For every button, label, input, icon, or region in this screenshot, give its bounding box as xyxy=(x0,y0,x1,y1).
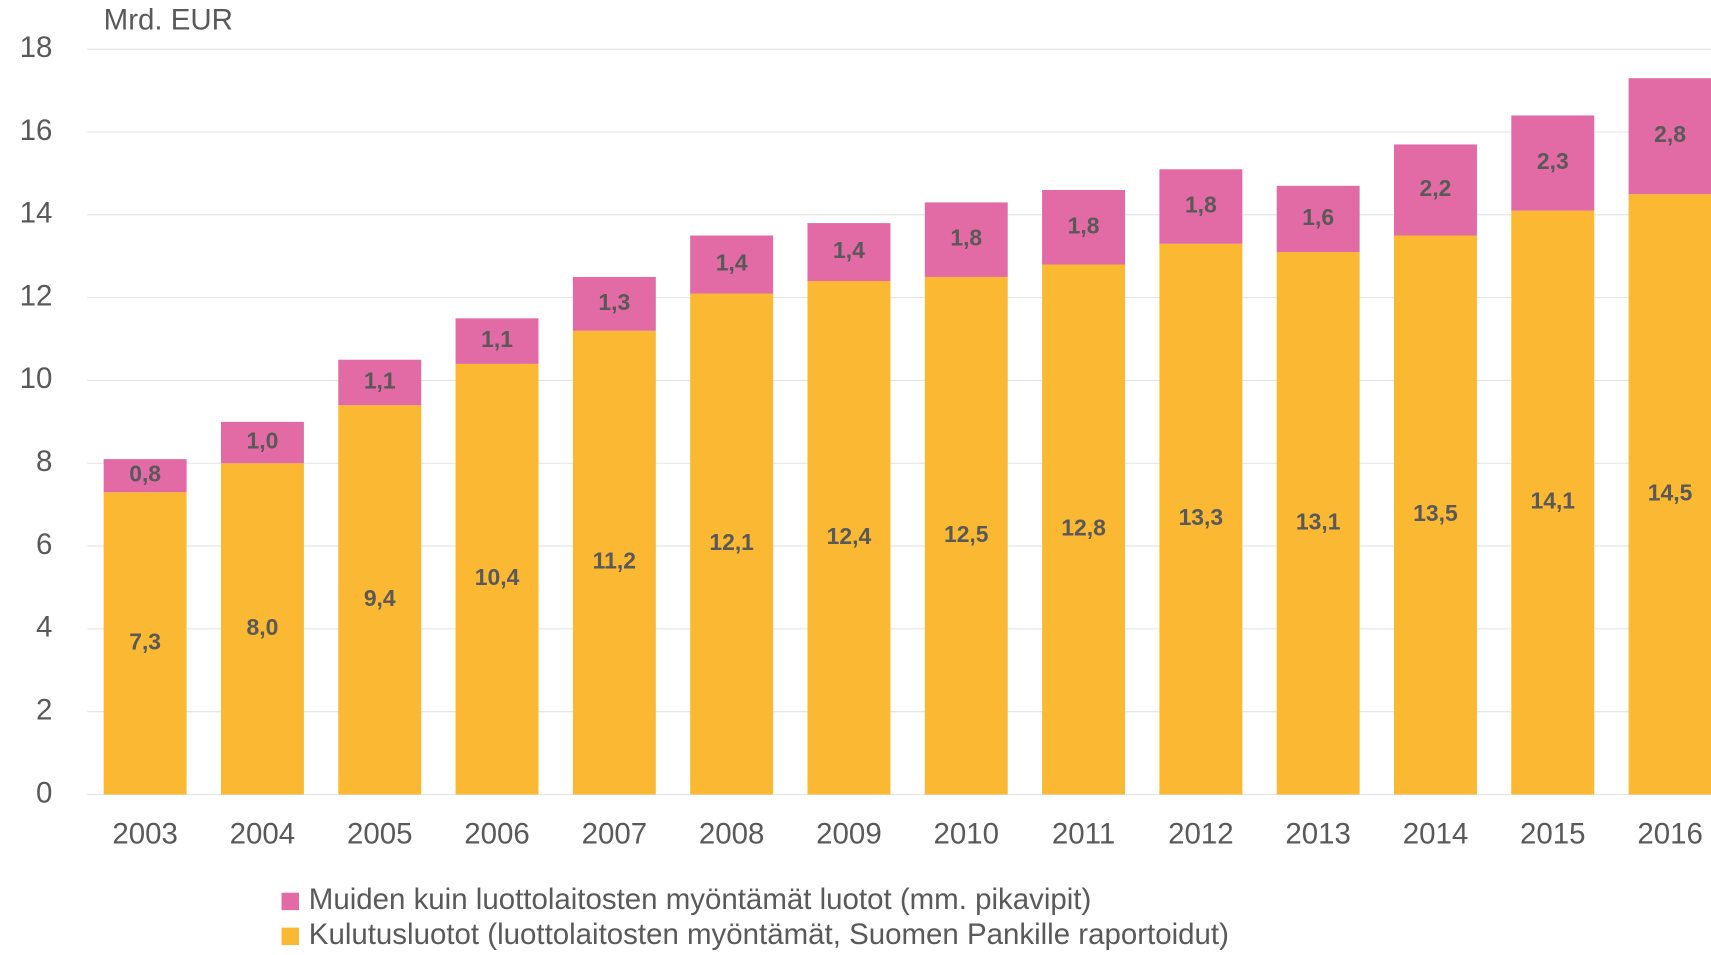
bar-segment xyxy=(690,235,774,294)
data-label: 13,1 xyxy=(1296,508,1341,534)
legend-swatch xyxy=(281,892,299,911)
data-label: 9,4 xyxy=(364,585,396,611)
data-label: 1,8 xyxy=(950,225,982,251)
data-label: 1,4 xyxy=(833,237,865,263)
data-label: 1,8 xyxy=(1185,192,1217,218)
x-tick-label: 2011 xyxy=(1052,818,1115,851)
x-tick-label: 2016 xyxy=(1637,818,1703,851)
data-label: 1,4 xyxy=(716,250,748,276)
x-tick-label: 2008 xyxy=(699,818,765,851)
x-tick-label: 2005 xyxy=(347,818,413,851)
x-tick-label: 2004 xyxy=(230,818,296,851)
bar-segment xyxy=(1159,243,1243,795)
bar-segment xyxy=(1042,189,1126,265)
data-label: 1,6 xyxy=(1302,204,1334,230)
data-label: 13,3 xyxy=(1179,504,1224,530)
bar-segment xyxy=(1394,235,1477,795)
data-label: 1,0 xyxy=(247,428,279,454)
data-label: 11,2 xyxy=(593,548,636,574)
legend-label: Muiden kuin luottolaitosten myöntämät lu… xyxy=(309,883,1092,916)
bar-segment xyxy=(807,223,891,282)
data-label: 12,4 xyxy=(827,523,872,549)
y-tick-label: 14 xyxy=(20,197,53,230)
data-label: 1,8 xyxy=(1068,212,1100,238)
y-tick-label: 4 xyxy=(36,611,52,644)
data-label: 12,5 xyxy=(944,521,989,547)
bar-segment xyxy=(1628,194,1711,795)
y-axis-label: Mrd. EUR xyxy=(104,4,233,37)
x-tick-label: 2012 xyxy=(1168,818,1234,851)
x-tick-label: 2009 xyxy=(816,818,882,851)
data-label: 14,1 xyxy=(1530,488,1575,514)
y-tick-label: 10 xyxy=(20,362,53,395)
data-label: 1,1 xyxy=(364,368,396,394)
data-label: 12,8 xyxy=(1061,515,1106,541)
x-tick-label: 2014 xyxy=(1403,818,1469,851)
data-label: 2,3 xyxy=(1537,148,1569,174)
bar-segment xyxy=(1276,252,1360,795)
bar-segment xyxy=(103,459,187,493)
bar-segment xyxy=(924,202,1008,277)
data-label: 13,5 xyxy=(1413,500,1458,526)
y-tick-label: 2 xyxy=(36,693,52,726)
bar-segment xyxy=(1276,185,1360,253)
x-tick-label: 2013 xyxy=(1285,818,1351,851)
data-label: 0,8 xyxy=(129,461,161,487)
bar-segment xyxy=(455,363,539,795)
x-tick-label: 2003 xyxy=(112,818,178,851)
data-label: 10,4 xyxy=(475,564,520,590)
x-tick-label: 2007 xyxy=(582,818,648,851)
bar-segment xyxy=(807,281,891,795)
y-tick-label: 12 xyxy=(20,279,53,312)
bar-segment xyxy=(1042,264,1126,795)
bar-segment xyxy=(1394,144,1477,236)
data-label: 8,0 xyxy=(247,614,279,640)
legend-label: Kulutusluotot (luottolaitosten myöntämät… xyxy=(309,918,1229,951)
bar-segment xyxy=(1511,210,1595,795)
data-label: 1,1 xyxy=(481,326,513,352)
data-label: 2,2 xyxy=(1420,175,1452,201)
bar-segment xyxy=(455,318,539,364)
bar-segment xyxy=(690,293,774,795)
y-tick-label: 8 xyxy=(36,445,52,478)
bar-segment xyxy=(924,276,1008,795)
y-tick-label: 18 xyxy=(20,31,53,64)
bar-segment xyxy=(220,463,304,795)
bar-segment xyxy=(220,421,304,464)
data-label: 14,5 xyxy=(1648,479,1693,505)
bar-segment xyxy=(572,330,656,795)
y-tick-label: 0 xyxy=(36,776,52,809)
y-tick-label: 6 xyxy=(36,528,52,561)
bar-segment xyxy=(1159,169,1243,244)
data-label: 2,8 xyxy=(1654,121,1686,147)
y-tick-label: 16 xyxy=(20,114,53,147)
x-tick-label: 2015 xyxy=(1520,818,1586,851)
x-tick-label: 2010 xyxy=(933,818,999,851)
legend-swatch xyxy=(281,927,299,946)
data-label: 12,1 xyxy=(709,529,754,555)
bar-segment xyxy=(1628,78,1711,195)
x-tick-label: 2006 xyxy=(464,818,530,851)
bar-segment xyxy=(103,492,187,795)
bar-segment xyxy=(338,359,422,406)
bar-segment xyxy=(572,276,656,331)
data-label: 1,3 xyxy=(598,289,630,315)
data-label: 7,3 xyxy=(129,628,161,654)
bar-segment xyxy=(338,405,422,795)
bar-segment xyxy=(1511,115,1595,211)
